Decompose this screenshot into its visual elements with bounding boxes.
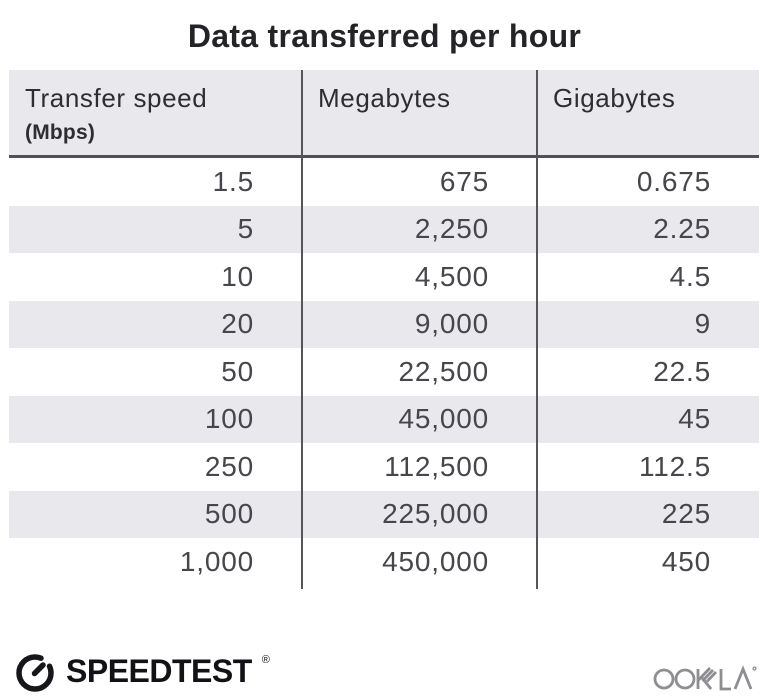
cell-mbps: 500 [204, 498, 254, 530]
table-row: 20 9,000 9 [9, 300, 759, 348]
table-body: 1.5 675 0.675 5 2,250 2.25 10 4,500 4.5 … [9, 158, 759, 586]
cell-mbps: 20 [221, 308, 254, 340]
column-divider [536, 70, 538, 589]
header-transfer-speed-label: Transfer speed [25, 83, 208, 113]
cell-mbps: 1.5 [212, 165, 254, 197]
cell-megabytes: 22,500 [398, 355, 489, 387]
table-row: 50 22,500 22.5 [9, 348, 759, 396]
ookla-logo [653, 658, 757, 698]
cell-mbps: 5 [237, 213, 254, 245]
table-row: 1,000 450,000 450 [9, 538, 759, 586]
cell-gigabytes: 450 [661, 545, 711, 577]
data-table: Transfer speed (Mbps) Megabytes Gigabyte… [9, 70, 759, 589]
speedtest-logo: SPEEDTEST ® [13, 649, 270, 693]
cell-megabytes: 112,500 [384, 450, 489, 482]
cell-gigabytes: 4.5 [669, 260, 711, 292]
table-row: 1.5 675 0.675 [9, 158, 759, 206]
table-row: 500 225,000 225 [9, 490, 759, 538]
cell-mbps: 100 [204, 403, 254, 435]
cell-mbps: 1,000 [179, 545, 254, 577]
header-mbps-unit: (Mbps) [25, 121, 96, 144]
registered-mark: ® [261, 654, 270, 666]
table-header-row: Transfer speed (Mbps) Megabytes Gigabyte… [9, 70, 759, 158]
speedtest-wordmark: SPEEDTEST [66, 652, 252, 689]
cell-gigabytes: 0.675 [636, 165, 711, 197]
cell-megabytes: 450,000 [382, 545, 489, 577]
header-gigabytes: Gigabytes [553, 83, 676, 113]
header-transfer-speed: Transfer speed (Mbps) [9, 70, 302, 155]
cell-megabytes: 4,500 [414, 260, 489, 292]
table-row: 100 45,000 45 [9, 395, 759, 443]
cell-gigabytes: 22.5 [653, 355, 711, 387]
header-megabytes: Megabytes [318, 83, 451, 113]
cell-gigabytes: 45 [678, 403, 711, 435]
cell-megabytes: 9,000 [414, 308, 489, 340]
cell-megabytes: 2,250 [414, 213, 489, 245]
ookla-wordmark-icon [653, 665, 757, 691]
page-title: Data transferred per hour [187, 18, 582, 54]
table-row: 250 112,500 112.5 [9, 443, 759, 491]
column-divider [301, 70, 303, 589]
cell-gigabytes: 2.25 [653, 213, 711, 245]
cell-gigabytes: 112.5 [639, 450, 711, 482]
cell-mbps: 10 [221, 260, 254, 292]
cell-megabytes: 45,000 [398, 403, 489, 435]
cell-gigabytes: 9 [694, 308, 711, 340]
cell-mbps: 50 [221, 355, 254, 387]
cell-gigabytes: 225 [661, 498, 711, 530]
cell-megabytes: 675 [439, 165, 489, 197]
table-row: 10 4,500 4.5 [9, 253, 759, 301]
cell-mbps: 250 [204, 450, 254, 482]
cell-megabytes: 225,000 [382, 498, 489, 530]
speedtest-gauge-icon [16, 654, 54, 692]
table-row: 5 2,250 2.25 [9, 205, 759, 253]
